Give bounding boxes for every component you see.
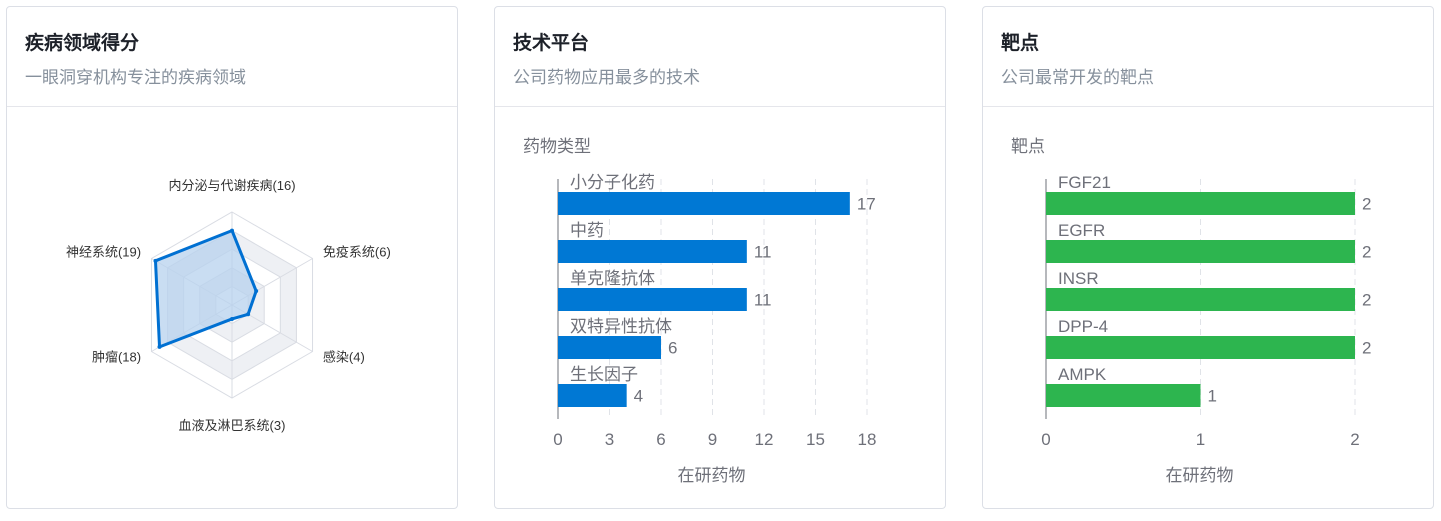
radar-indicator-label: 免疫系统(6) bbox=[323, 245, 391, 260]
bar bbox=[1046, 240, 1355, 263]
card-subtitle: 公司药物应用最多的技术 bbox=[513, 68, 700, 87]
radar-point bbox=[153, 258, 158, 263]
value-label: 11 bbox=[754, 291, 772, 310]
x-tick-label: 12 bbox=[755, 430, 774, 449]
category-label: 生长因子 bbox=[570, 365, 638, 384]
bar bbox=[558, 240, 747, 263]
category-label: INSR bbox=[1058, 269, 1099, 288]
x-tick-label: 2 bbox=[1350, 430, 1359, 449]
x-axis-title: 在研药物 bbox=[678, 466, 746, 485]
tech-bar-chart-container: 药物类型小分子化药 17 中药 11 单克隆抗体 11 双特异性抗体 6 生长因子 4 0 3 6 9 12… bbox=[495, 107, 945, 508]
card-subtitle: 公司最常开发的靶点 bbox=[1001, 68, 1154, 87]
radar-indicator-label: 内分泌与代谢疾病(16) bbox=[168, 178, 295, 193]
radar-indicator-label: 血液及淋巴系统(3) bbox=[179, 418, 286, 433]
radar-point bbox=[157, 344, 162, 349]
bar bbox=[558, 288, 747, 311]
card-title: 疾病领域得分 bbox=[25, 33, 140, 54]
x-tick-label: 0 bbox=[553, 430, 562, 449]
category-label: AMPK bbox=[1058, 365, 1107, 384]
card-title: 靶点 bbox=[1001, 33, 1040, 54]
radar-point bbox=[230, 228, 234, 233]
radar-indicator-label: 感染(4) bbox=[323, 350, 365, 365]
radar-indicator-label: 神经系统(19) bbox=[66, 245, 141, 260]
card-header: 疾病领域得分 一眼洞穿机构专注的疾病领域 bbox=[7, 7, 457, 107]
bar bbox=[1046, 336, 1355, 359]
radar-chart: 内分泌与代谢疾病(16) 免疫系统(6) 感染(4) 血液及淋巴系统(3) 肿瘤(18)… bbox=[66, 178, 391, 433]
radar-point bbox=[230, 316, 234, 321]
y-axis-title: 药物类型 bbox=[523, 137, 591, 156]
category-label: 中药 bbox=[570, 221, 604, 240]
value-label: 2 bbox=[1362, 339, 1371, 358]
value-label: 6 bbox=[668, 339, 677, 358]
card-subtitle: 一眼洞穿机构专注的疾病领域 bbox=[25, 68, 246, 87]
x-axis-title: 在研药物 bbox=[1166, 466, 1234, 485]
bar bbox=[1046, 288, 1355, 311]
x-tick-label: 3 bbox=[605, 430, 614, 449]
card-header: 靶点 公司最常开发的靶点 bbox=[983, 7, 1433, 107]
tech-platform-card: 技术平台 公司药物应用最多的技术 药物类型小分子化药 17 中药 11 单克隆抗体 11 双… bbox=[494, 6, 946, 509]
category-label: FGF21 bbox=[1058, 173, 1111, 192]
x-tick-label: 15 bbox=[806, 430, 825, 449]
category-label: DPP-4 bbox=[1058, 317, 1108, 336]
bar bbox=[558, 336, 661, 359]
x-tick-label: 1 bbox=[1196, 430, 1205, 449]
bar bbox=[558, 384, 627, 407]
category-label: 双特异性抗体 bbox=[570, 317, 672, 336]
value-label: 1 bbox=[1208, 387, 1217, 406]
bar bbox=[1046, 192, 1355, 215]
x-tick-label: 9 bbox=[708, 430, 717, 449]
target-card: 靶点 公司最常开发的靶点 靶点 FGF21 2 EGFR 2 INSR 2 DPP-4 2 AMP… bbox=[982, 6, 1434, 509]
x-tick-label: 6 bbox=[656, 430, 665, 449]
value-label: 2 bbox=[1362, 291, 1371, 310]
bar bbox=[558, 192, 850, 215]
category-label: 单克隆抗体 bbox=[570, 269, 655, 288]
value-label: 2 bbox=[1362, 195, 1371, 214]
category-label: EGFR bbox=[1058, 221, 1105, 240]
value-label: 4 bbox=[634, 387, 643, 406]
radar-chart-container: 内分泌与代谢疾病(16) 免疫系统(6) 感染(4) 血液及淋巴系统(3) 肿瘤(18)… bbox=[7, 107, 457, 508]
target-bar-chart-container: 靶点 FGF21 2 EGFR 2 INSR 2 DPP-4 2 AMPK 1 0 1 2 在研药物 bbox=[983, 107, 1433, 508]
card-header: 技术平台 公司药物应用最多的技术 bbox=[495, 7, 945, 107]
value-label: 2 bbox=[1362, 243, 1371, 262]
x-tick-label: 0 bbox=[1041, 430, 1050, 449]
target-bar-chart: 靶点 FGF21 2 EGFR 2 INSR 2 DPP-4 2 AMPK 1 0 1 2 在研药物 bbox=[1011, 137, 1371, 485]
value-label: 17 bbox=[857, 195, 876, 214]
value-label: 11 bbox=[754, 243, 772, 262]
radar-indicator-label: 肿瘤(18) bbox=[92, 350, 141, 365]
radar-point bbox=[246, 312, 251, 317]
bar bbox=[1046, 384, 1201, 407]
x-tick-label: 18 bbox=[858, 430, 877, 449]
y-axis-title: 靶点 bbox=[1011, 137, 1045, 156]
card-title: 技术平台 bbox=[513, 33, 590, 54]
category-label: 小分子化药 bbox=[570, 173, 655, 192]
disease-area-card: 疾病领域得分 一眼洞穿机构专注的疾病领域 内分泌与代谢疾病(16) 免疫系统(6)… bbox=[6, 6, 458, 509]
radar-point bbox=[254, 289, 259, 294]
